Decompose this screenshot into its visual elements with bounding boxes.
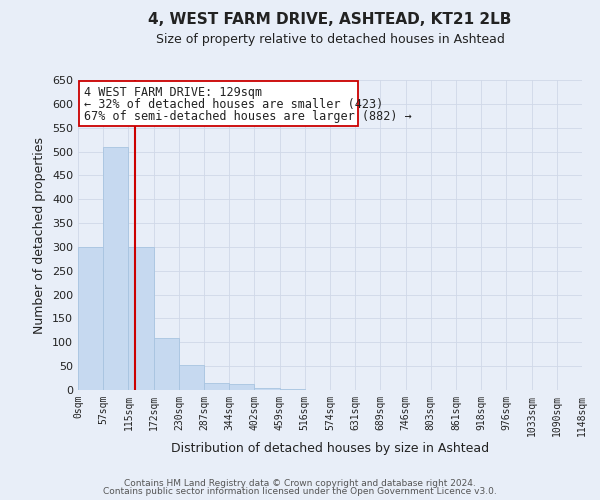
X-axis label: Distribution of detached houses by size in Ashtead: Distribution of detached houses by size … — [171, 442, 489, 454]
Text: ← 32% of detached houses are smaller (423): ← 32% of detached houses are smaller (42… — [84, 98, 383, 110]
Text: 67% of semi-detached houses are larger (882) →: 67% of semi-detached houses are larger (… — [84, 110, 412, 122]
Bar — [179, 364, 204, 390]
Bar — [103, 147, 128, 390]
FancyBboxPatch shape — [79, 81, 358, 126]
Bar — [229, 384, 254, 390]
Text: Contains public sector information licensed under the Open Government Licence v3: Contains public sector information licen… — [103, 487, 497, 496]
Bar — [78, 247, 103, 390]
Text: 4, WEST FARM DRIVE, ASHTEAD, KT21 2LB: 4, WEST FARM DRIVE, ASHTEAD, KT21 2LB — [148, 12, 512, 28]
Text: Size of property relative to detached houses in Ashtead: Size of property relative to detached ho… — [155, 32, 505, 46]
Y-axis label: Number of detached properties: Number of detached properties — [34, 136, 46, 334]
Bar — [154, 338, 179, 390]
Bar — [280, 389, 305, 390]
Text: 4 WEST FARM DRIVE: 129sqm: 4 WEST FARM DRIVE: 129sqm — [84, 86, 262, 98]
Bar — [128, 247, 154, 390]
Text: Contains HM Land Registry data © Crown copyright and database right 2024.: Contains HM Land Registry data © Crown c… — [124, 478, 476, 488]
Bar — [254, 388, 280, 390]
Bar — [204, 383, 229, 390]
